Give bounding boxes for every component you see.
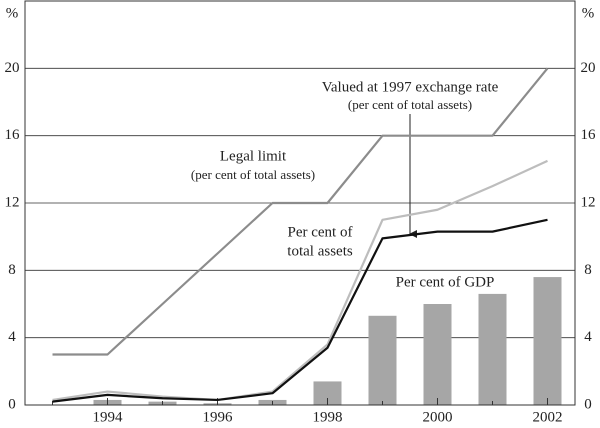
line <box>52 67 549 356</box>
line <box>52 159 548 402</box>
y2-tick-label: 4 <box>584 329 592 345</box>
plot-frame <box>24 0 576 406</box>
x-tick-label: 1998 <box>313 409 343 425</box>
x-tick-label: 1994 <box>93 409 124 425</box>
x-tick-label: 2002 <box>533 409 563 425</box>
annotation: total assets <box>287 243 353 259</box>
x-tick-label: 2000 <box>423 409 453 425</box>
y-unit-left: % <box>6 5 19 21</box>
y2-tick-label: 20 <box>581 60 596 76</box>
y2-tick-label: 0 <box>584 396 592 412</box>
annotation: Per cent of GDP <box>396 274 495 290</box>
bar <box>368 315 397 405</box>
bar <box>313 381 342 405</box>
y-tick-label: 0 <box>8 396 16 412</box>
bar <box>478 293 507 405</box>
y2-tick-label: 8 <box>584 262 592 278</box>
annotation: Valued at 1997 exchange rate <box>322 79 499 95</box>
y2-tick-label: 12 <box>581 194 596 210</box>
annotation: Legal limit <box>220 148 287 164</box>
annotation: Per cent of <box>288 224 353 240</box>
bar <box>423 304 452 405</box>
bar <box>533 277 562 405</box>
annotation-sub: (per cent of total assets) <box>191 167 315 182</box>
y-tick-label: 16 <box>5 127 21 143</box>
line <box>52 218 548 403</box>
y2-tick-label: 16 <box>581 127 597 143</box>
y-tick-label: 4 <box>8 329 16 345</box>
y-tick-label: 12 <box>5 194 20 210</box>
y-unit-right: % <box>582 5 595 21</box>
x-tick-label: 1996 <box>203 409 234 425</box>
y-tick-label: 20 <box>5 60 20 76</box>
y-tick-label: 8 <box>8 262 16 278</box>
annotation-sub: (per cent of total assets) <box>348 97 472 112</box>
